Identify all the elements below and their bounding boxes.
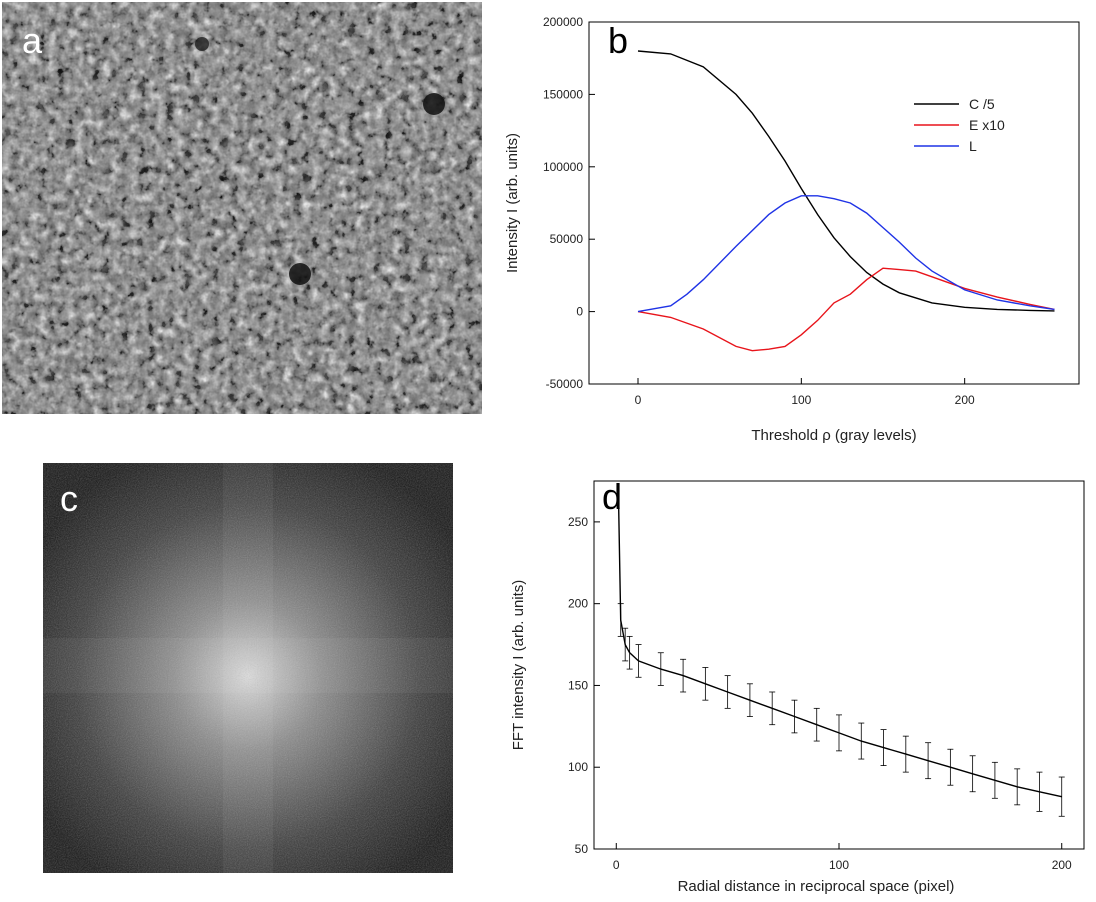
y-tick-label: 0 [576, 305, 583, 319]
series-line-main [617, 497, 1062, 798]
y-tick-label: 150000 [543, 87, 583, 101]
micrograph-texture [2, 2, 482, 414]
y-axis-title-b: Intensity I (arb. units) [504, 133, 521, 273]
y-tick-label: 150 [568, 678, 588, 692]
y-tick-label: 100 [568, 760, 588, 774]
x-tick-label: 0 [635, 393, 642, 407]
x-tick-label: 0 [613, 858, 620, 872]
y-tick-label: 250 [568, 515, 588, 529]
x-tick-label: 100 [791, 393, 811, 407]
y-axis-title-d: FFT intensity I (arb. units) [510, 580, 527, 751]
plot-frame-d [593, 480, 1085, 850]
legend-label: E x10 [969, 117, 1005, 133]
y-tick-label: 100000 [543, 160, 583, 174]
y-tick-label: 50000 [550, 232, 584, 246]
y-tick-label: 50 [575, 842, 589, 856]
x-tick-label: 100 [829, 858, 849, 872]
fft-image [43, 463, 453, 873]
panel-label-b: b [608, 20, 629, 61]
x-axis-title-b: Threshold ρ (gray levels) [751, 427, 916, 444]
panel-label-a: a [22, 20, 43, 61]
chart-d: 0 100 200 50 100 150 200 250 Radial distance in… [510, 480, 1085, 895]
x-tick-label: 200 [1052, 858, 1072, 872]
y-tick-label: -50000 [546, 377, 584, 391]
panel-label-d: d [602, 476, 623, 517]
series-line-l [637, 195, 1055, 313]
legend-label: L [969, 138, 977, 154]
chart-b: 0 100 200 -50000 0 50000 100000 150000 200000 C … [504, 15, 1080, 444]
x-axis-title-d: Radial distance in reciprocal space (pix… [678, 878, 955, 895]
fft-texture [43, 463, 453, 873]
series-line-c-5 [637, 50, 1055, 312]
legend-label: C /5 [969, 96, 995, 112]
x-tick-label: 200 [955, 393, 975, 407]
micrograph-image [2, 2, 482, 414]
y-tick-label: 200 [568, 597, 588, 611]
panel-label-c: c [60, 478, 78, 519]
y-tick-label: 200000 [543, 15, 583, 29]
plot-frame-b [588, 21, 1080, 385]
